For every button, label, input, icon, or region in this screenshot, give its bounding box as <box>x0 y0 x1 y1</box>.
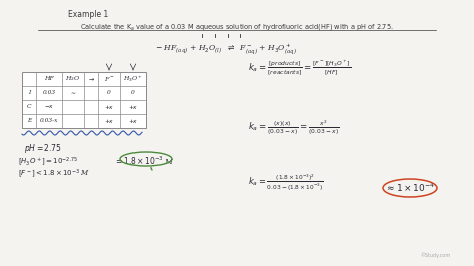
Text: H$_3$O$^+$: H$_3$O$^+$ <box>123 74 143 84</box>
Text: $+x$: $+x$ <box>128 117 138 125</box>
Text: F$^-$: F$^-$ <box>104 75 114 83</box>
Text: $\approx 1\times10^{-4}$: $\approx 1\times10^{-4}$ <box>385 182 435 194</box>
Text: 0: 0 <box>107 90 111 95</box>
Text: $k_a=\frac{[products]}{[reactants]}=\frac{[F^-][H_3O^+]}{[HF]}$: $k_a=\frac{[products]}{[reactants]}=\fra… <box>248 58 351 77</box>
Text: I: I <box>28 90 30 95</box>
Text: 0.03-x: 0.03-x <box>40 118 58 123</box>
Text: ©Study.com: ©Study.com <box>420 252 450 258</box>
Text: $\rightarrow$: $\rightarrow$ <box>87 75 95 83</box>
Text: $+x$: $+x$ <box>104 103 114 111</box>
Text: $k_a=\frac{(1.8\times10^{-3})^2}{0.03-(1.8\times10^{-3})}$: $k_a=\frac{(1.8\times10^{-3})^2}{0.03-(1… <box>248 173 324 193</box>
Text: $\sim$: $\sim$ <box>69 90 77 95</box>
Text: 0.03: 0.03 <box>43 90 55 95</box>
Text: C: C <box>27 105 31 110</box>
Text: Calculate the K$_a$ value of a 0.03 M aqueous solution of hydrofluoric acid(HF) : Calculate the K$_a$ value of a 0.03 M aq… <box>80 22 394 32</box>
Text: $-x$: $-x$ <box>44 103 54 110</box>
Bar <box>22 72 146 128</box>
Text: H$_2$O: H$_2$O <box>65 74 81 84</box>
Text: $pH=2.75$: $pH=2.75$ <box>24 142 62 155</box>
Text: Example 1: Example 1 <box>68 10 108 19</box>
Text: E: E <box>27 118 31 123</box>
Text: $k_a=\frac{(x)(x)}{(0.03-x)}=\frac{x^2}{(0.03-x)}$: $k_a=\frac{(x)(x)}{(0.03-x)}=\frac{x^2}{… <box>248 118 339 137</box>
Text: 0: 0 <box>131 90 135 95</box>
Text: HF: HF <box>44 77 54 81</box>
Text: $+x$: $+x$ <box>128 103 138 111</box>
Text: $[H_3O^+]=10^{-2.75}$: $[H_3O^+]=10^{-2.75}$ <box>18 155 78 168</box>
Text: $-$ HF$_{\mathregular{(aq)}}$ + H$_2$O$_{\mathregular{(l)}}$  $\rightleftharpoon: $-$ HF$_{\mathregular{(aq)}}$ + H$_2$O$_… <box>155 41 297 56</box>
Text: $[F^-]< 1.8\times10^{-3}$ M: $[F^-]< 1.8\times10^{-3}$ M <box>18 167 91 180</box>
Text: $=1.8\times10^{-3}$ M: $=1.8\times10^{-3}$ M <box>114 155 175 167</box>
Bar <box>22 72 146 128</box>
Text: $+x$: $+x$ <box>104 117 114 125</box>
